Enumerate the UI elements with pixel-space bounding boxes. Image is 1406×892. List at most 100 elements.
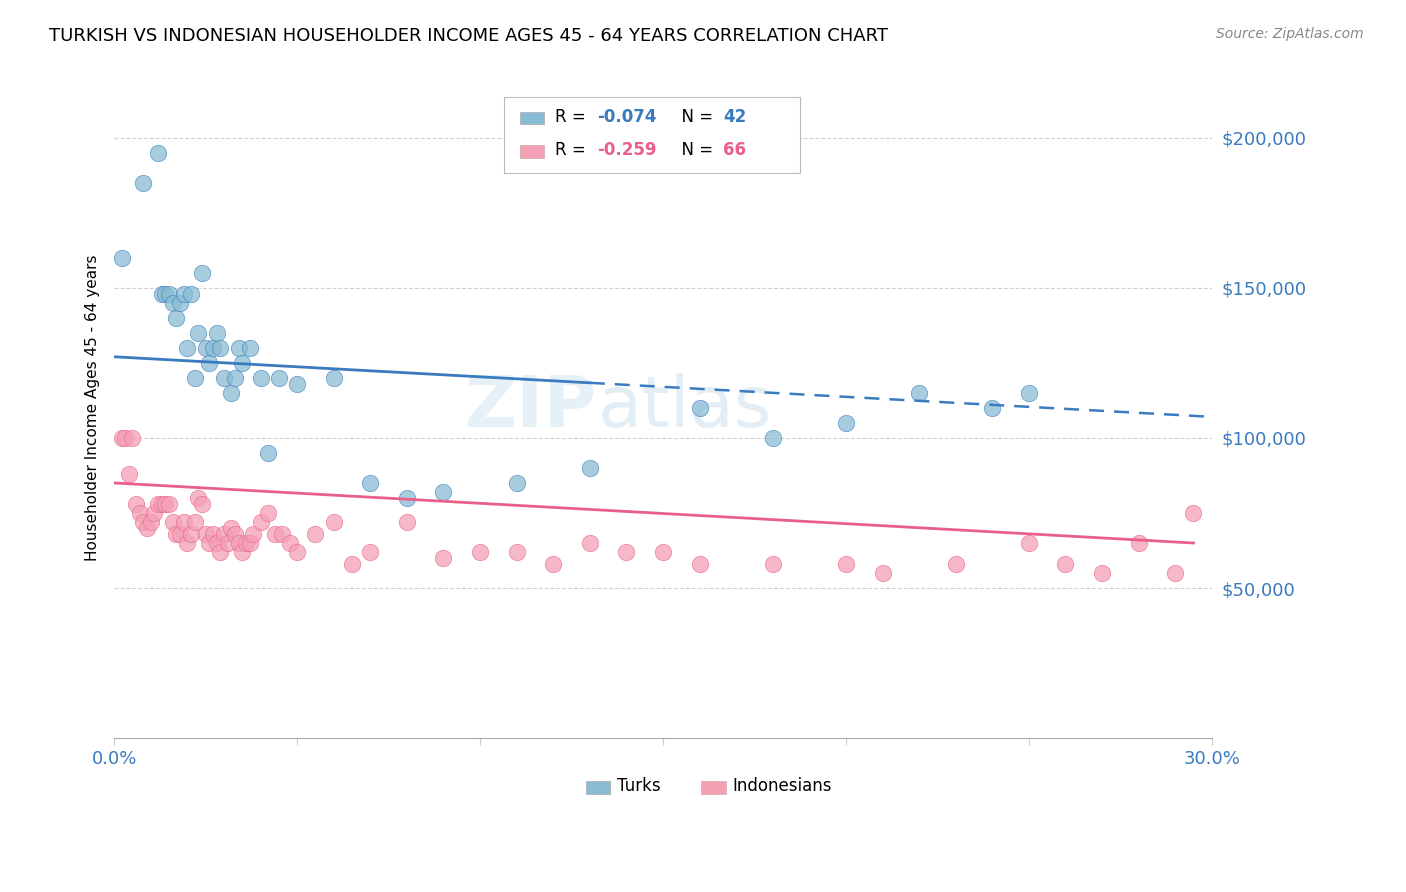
Point bbox=[322, 371, 344, 385]
FancyBboxPatch shape bbox=[520, 112, 544, 124]
Point bbox=[278, 536, 301, 550]
Point bbox=[183, 371, 205, 385]
Point bbox=[219, 521, 242, 535]
Point bbox=[228, 536, 250, 550]
Point bbox=[689, 557, 711, 571]
Point bbox=[128, 506, 150, 520]
Point bbox=[249, 371, 271, 385]
Point bbox=[432, 551, 454, 566]
Point bbox=[616, 545, 638, 559]
Point bbox=[304, 527, 326, 541]
Text: R =: R = bbox=[555, 108, 592, 126]
Point bbox=[945, 557, 967, 571]
Point bbox=[285, 545, 308, 559]
Point bbox=[194, 341, 217, 355]
Point bbox=[340, 557, 363, 571]
Point bbox=[205, 536, 228, 550]
Point bbox=[212, 527, 235, 541]
Text: Source: ZipAtlas.com: Source: ZipAtlas.com bbox=[1216, 27, 1364, 41]
Point bbox=[194, 527, 217, 541]
Point bbox=[908, 385, 931, 400]
Point bbox=[162, 295, 184, 310]
Point bbox=[432, 485, 454, 500]
FancyBboxPatch shape bbox=[586, 781, 610, 794]
Point bbox=[1018, 536, 1040, 550]
Point bbox=[835, 557, 858, 571]
Point bbox=[981, 401, 1004, 415]
Point bbox=[231, 545, 253, 559]
Point bbox=[257, 446, 280, 460]
Point bbox=[689, 401, 711, 415]
Point bbox=[146, 497, 169, 511]
Point bbox=[121, 431, 143, 445]
Point bbox=[224, 371, 246, 385]
Text: Indonesians: Indonesians bbox=[733, 777, 831, 795]
Point bbox=[1164, 566, 1187, 580]
Point bbox=[132, 176, 155, 190]
Point bbox=[176, 536, 198, 550]
Y-axis label: Householder Income Ages 45 - 64 years: Householder Income Ages 45 - 64 years bbox=[86, 254, 100, 561]
Text: ZIP: ZIP bbox=[465, 374, 598, 442]
Point bbox=[143, 506, 166, 520]
Point bbox=[285, 376, 308, 391]
Point bbox=[395, 515, 418, 529]
Point bbox=[155, 286, 177, 301]
Point bbox=[212, 371, 235, 385]
Point bbox=[165, 310, 187, 325]
Point bbox=[139, 515, 162, 529]
Point bbox=[110, 431, 132, 445]
Point bbox=[835, 416, 858, 430]
Text: N =: N = bbox=[671, 141, 718, 159]
Point bbox=[231, 356, 253, 370]
Point bbox=[1128, 536, 1150, 550]
Point bbox=[579, 536, 602, 550]
Point bbox=[249, 515, 271, 529]
Point bbox=[169, 527, 191, 541]
Point bbox=[238, 536, 260, 550]
Text: R =: R = bbox=[555, 141, 592, 159]
Point bbox=[652, 545, 675, 559]
Text: TURKISH VS INDONESIAN HOUSEHOLDER INCOME AGES 45 - 64 YEARS CORRELATION CHART: TURKISH VS INDONESIAN HOUSEHOLDER INCOME… bbox=[49, 27, 889, 45]
Point bbox=[359, 545, 381, 559]
Point bbox=[217, 536, 239, 550]
Point bbox=[267, 371, 290, 385]
Point bbox=[180, 527, 202, 541]
Point bbox=[219, 385, 242, 400]
FancyBboxPatch shape bbox=[503, 97, 800, 173]
Point bbox=[322, 515, 344, 529]
Point bbox=[1091, 566, 1114, 580]
Point bbox=[150, 286, 173, 301]
Point bbox=[173, 286, 195, 301]
Point bbox=[162, 515, 184, 529]
Point bbox=[169, 295, 191, 310]
Point bbox=[146, 145, 169, 160]
Point bbox=[505, 475, 527, 490]
Point bbox=[1054, 557, 1077, 571]
Point bbox=[209, 545, 232, 559]
Point bbox=[762, 557, 785, 571]
Point bbox=[235, 536, 257, 550]
Point bbox=[541, 557, 564, 571]
Point bbox=[150, 497, 173, 511]
Point bbox=[579, 461, 602, 475]
Point bbox=[118, 467, 141, 481]
Point bbox=[165, 527, 187, 541]
Point bbox=[125, 497, 148, 511]
FancyBboxPatch shape bbox=[702, 781, 725, 794]
Point bbox=[187, 491, 209, 505]
Text: 42: 42 bbox=[723, 108, 747, 126]
Text: Turks: Turks bbox=[617, 777, 661, 795]
Point bbox=[136, 521, 159, 535]
Point bbox=[132, 515, 155, 529]
Point bbox=[157, 286, 180, 301]
Point bbox=[257, 506, 280, 520]
Text: atlas: atlas bbox=[598, 374, 772, 442]
Point bbox=[1018, 385, 1040, 400]
Point bbox=[205, 326, 228, 340]
Point bbox=[180, 286, 202, 301]
Point bbox=[157, 497, 180, 511]
Point bbox=[1182, 506, 1205, 520]
Text: -0.074: -0.074 bbox=[598, 108, 657, 126]
Text: N =: N = bbox=[671, 108, 718, 126]
Point bbox=[209, 341, 232, 355]
